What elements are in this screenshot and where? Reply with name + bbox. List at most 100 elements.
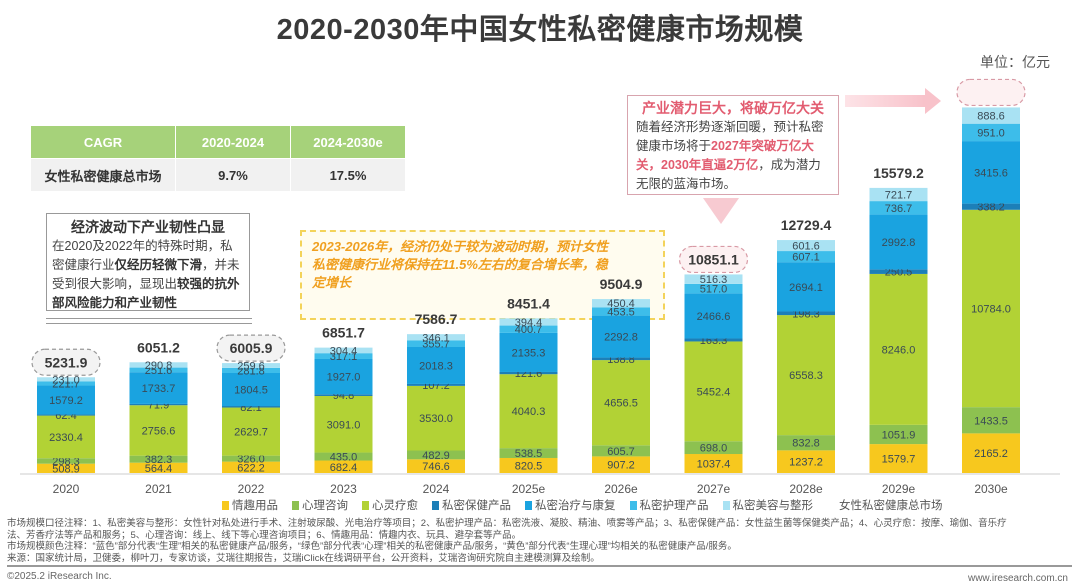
segment-label: 4656.5 <box>604 398 638 410</box>
legend-swatch <box>629 500 637 510</box>
bar-segment <box>222 367 280 373</box>
bar-segment <box>37 381 95 386</box>
x-tick-label: 2026e <box>604 482 638 496</box>
resilience-note-text-2: ，并未受到很大影响，显现出 <box>52 258 240 291</box>
cagr-header-period-2: 2024-2030e <box>290 125 406 159</box>
bar-segment <box>684 441 743 455</box>
bar-segment <box>592 299 650 308</box>
bar-segment <box>777 435 835 451</box>
bar-segment <box>592 307 650 316</box>
bar-segment <box>37 458 95 464</box>
bar-segment <box>684 454 743 473</box>
bar-segment <box>684 338 743 342</box>
bar-segment <box>407 459 465 473</box>
cagr-header-row: CAGR 2020-2024 2024-2030e <box>30 125 406 159</box>
segment-label: 338.2 <box>977 202 1005 214</box>
segment-label: 250.5 <box>885 267 913 279</box>
segment-label: 1579.7 <box>882 454 916 466</box>
bar-segment <box>592 445 650 457</box>
bar-segment <box>407 383 465 386</box>
segment-label: 832.8 <box>792 438 820 450</box>
bar-segment <box>684 283 743 294</box>
legend-swatch <box>292 500 299 510</box>
total-label: 12729.4 <box>781 217 832 233</box>
segment-label: 746.6 <box>422 461 450 473</box>
segment-label: 564.4 <box>145 463 173 475</box>
bar-segment <box>592 357 650 361</box>
legend-item: 私密治疗与康复 <box>525 497 616 513</box>
bar-segment <box>499 318 558 326</box>
segment-label: 3091.0 <box>327 419 361 431</box>
bar-segment <box>777 315 835 436</box>
legend-swatch <box>525 500 532 510</box>
bar-segment <box>222 363 280 368</box>
cagr-row-label: 女性私密健康总市场 <box>30 158 176 192</box>
segment-label: 281.8 <box>237 365 265 377</box>
segment-label: 450.4 <box>607 298 635 310</box>
legend-swatch <box>722 500 730 510</box>
segment-label: 516.3 <box>700 274 728 286</box>
bar-segment <box>592 360 650 446</box>
bar-segment <box>314 394 373 396</box>
page-title: 2020-2030年中国女性私密健康市场规模 <box>276 14 804 46</box>
footnote-line-3: 市场规模颜色注释：“蓝色”部分代表“生理”相关的私密健康产品/服务，“绿色”部分… <box>7 541 737 552</box>
legend-item: 私密保健产品 <box>432 497 511 513</box>
legend-item: 私密护理产品 <box>629 497 709 513</box>
segment-label: 1237.2 <box>789 457 823 469</box>
bar-segment <box>777 450 835 473</box>
bar-segment <box>222 461 280 473</box>
bar-segment <box>314 452 373 461</box>
total-label: 6005.9 <box>230 340 273 356</box>
potential-note: 产业潜力巨大，将破万亿大关 随着经济形势逐渐回暖，预计私密健康市场将于2027年… <box>627 95 839 195</box>
segment-label: 622.2 <box>237 462 265 474</box>
bar-segment <box>962 209 1020 408</box>
x-tick-label: 2020 <box>53 482 80 496</box>
x-tick-label: 2028e <box>789 482 823 496</box>
bar-segment <box>222 372 280 407</box>
segment-label: 538.5 <box>515 448 543 460</box>
bar-segment <box>129 362 188 368</box>
total-highlight-bubble <box>956 78 1026 107</box>
legend-item-total: 女性私密健康总市场 <box>839 500 943 512</box>
footnote-line-1: 市场规模口径注释：1、私密美容与整形：女性针对私处进行手术、注射玻尿酸、光电治疗… <box>7 518 1007 529</box>
footer-divider <box>7 565 1072 567</box>
segment-label: 682.4 <box>330 462 358 474</box>
x-tick-label: 2025e <box>512 482 546 496</box>
cagr-value-1: 9.7% <box>175 158 291 192</box>
bar-segment <box>129 372 188 404</box>
segment-label: 259.6 <box>237 360 265 372</box>
legend-label: 私密美容与整形 <box>732 500 814 512</box>
bar-segment <box>869 214 928 270</box>
segment-label: 6558.3 <box>789 370 823 382</box>
total-label: 7586.7 <box>415 311 458 327</box>
x-tick-label: 2022 <box>238 482 265 496</box>
legend-item: 心理咨询 <box>292 497 348 513</box>
resilience-note-text-1: 在2020及2022年的特殊时期，私密健康行业 <box>52 239 233 272</box>
segment-label: 482.9 <box>422 450 450 462</box>
bar-segment <box>129 462 188 473</box>
website-link[interactable]: www.iresearch.com.cn <box>967 573 1068 584</box>
legend-swatch <box>362 500 369 510</box>
legend-swatch <box>432 500 439 510</box>
segment-label: 251.6 <box>145 365 173 377</box>
segment-label: 5452.4 <box>697 386 731 398</box>
bar-segment <box>499 332 558 372</box>
bar-segment <box>37 377 95 382</box>
legend-item: 心灵疗愈 <box>362 497 418 513</box>
potential-note-text-2: ，成为潜力无限的蓝海市场。 <box>636 158 821 191</box>
segment-label: 221.7 <box>52 379 80 391</box>
bar-segment <box>592 456 650 473</box>
bar-segment <box>314 353 373 359</box>
total-highlight-bubble <box>678 245 749 274</box>
segment-label: 355.7 <box>422 339 450 351</box>
segment-label: 1433.5 <box>974 415 1008 427</box>
segment-label: 698.0 <box>700 443 728 455</box>
cagr-table: CAGR 2020-2024 2024-2030e 女性私密健康总市场 9.7%… <box>30 125 406 192</box>
arrow-down-icon <box>703 198 739 224</box>
segment-label: 736.7 <box>885 203 913 215</box>
segment-label: 2992.8 <box>882 237 916 249</box>
legend-label: 私密保健产品 <box>442 500 511 512</box>
x-tick-label: 2027e <box>697 482 731 496</box>
x-tick-label: 2030e <box>974 482 1008 496</box>
bar-segment <box>869 201 928 215</box>
